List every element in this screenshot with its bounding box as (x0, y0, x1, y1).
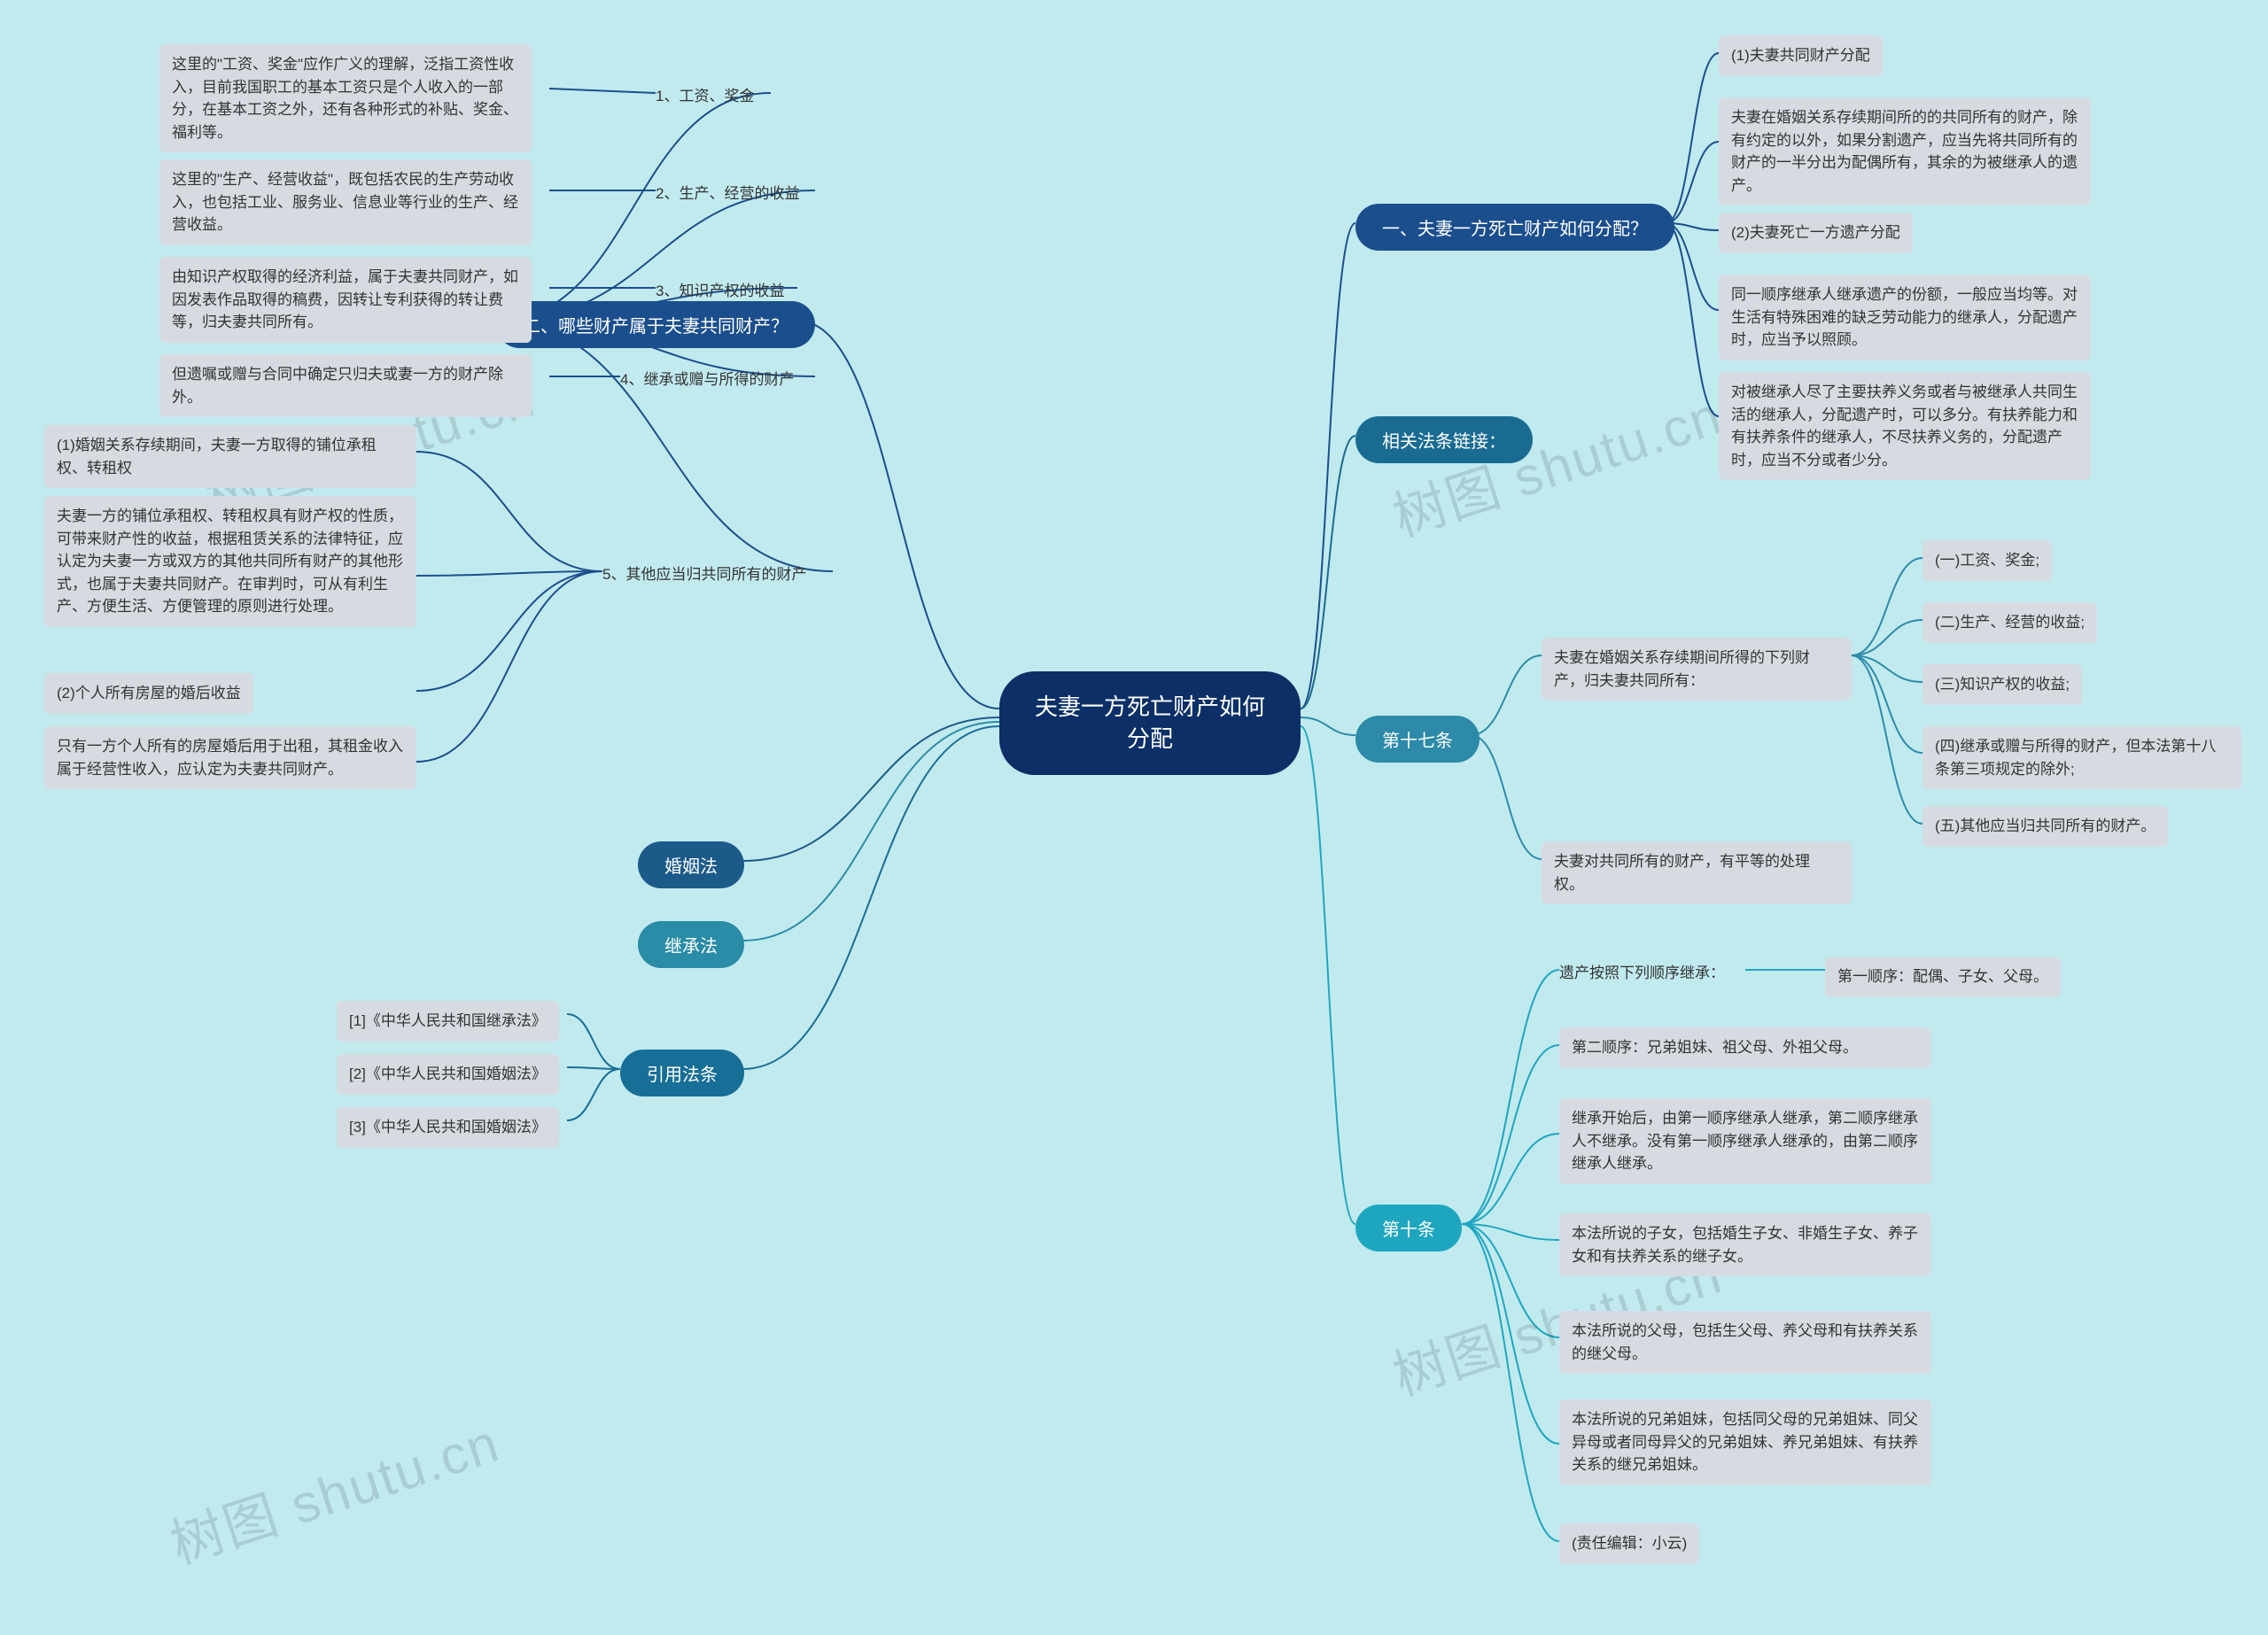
root-node: 夫妻一方死亡财产如何分配 (999, 671, 1301, 775)
leaf-b5e-3: 但遗嘱或赠与合同中确定只归夫或妻一方的财产除外。 (159, 354, 532, 417)
leaf-b4-0: 遗产按照下列顺序继承： (1559, 957, 1725, 986)
leaf-b4-6: 本法所说的兄弟姐妹，包括同父母的兄弟姐妹、同父异母或者同母异父的兄弟姐妹、养兄弟… (1559, 1399, 1931, 1485)
leaf-b4-3: 继承开始后，由第一顺序继承人继承，第二顺序继承人不继承。没有第一顺序继承人继承的… (1559, 1098, 1931, 1184)
leaf-b1-1: 夫妻在婚姻关系存续期间所的的共同所有的财产，除有约定的以外，如果分割遗产，应当先… (1719, 97, 2091, 205)
leaf-b3m-1: 夫妻对共同所有的财产，有平等的处理权。 (1542, 841, 1852, 904)
branch-b1: 一、夫妻一方死亡财产如何分配？ (1355, 204, 1674, 251)
leaf-b3-3: (四)继承或赠与所得的财产，但本法第十八条第三项规定的除外; (1922, 726, 2241, 789)
leaf-b3-4: (五)其他应当归共同所有的财产。 (1922, 806, 2168, 847)
leaf-b4-7: (责任编辑：小云) (1559, 1523, 1699, 1564)
leaf-b5e-1: 这里的"生产、经营收益"，既包括农民的生产劳动收入，也包括工业、服务业、信息业等… (159, 159, 532, 245)
leaf-b1-0: (1)夫妻共同财产分配 (1719, 35, 1883, 76)
branch-b8: 引用法条 (620, 1050, 744, 1096)
branch-b5: 二、哪些财产属于夫妻共同财产？ (496, 301, 815, 348)
leaf-b8-0: [1]《中华人民共和国继承法》 (337, 1001, 559, 1042)
branch-b2: 相关法条链接： (1355, 416, 1533, 463)
leaf-b4-1: 第一顺序：配偶、子女、父母。 (1825, 957, 2061, 997)
leaf-b3-1: (二)生产、经营的收益; (1922, 602, 2097, 643)
leaf-b1-4: 对被继承人尽了主要扶养义务或者与被继承人共同生活的继承人，分配遗产时，可以多分。… (1719, 372, 2091, 480)
leaf-b5-1: 2、生产、经营的收益 (656, 177, 799, 206)
leaf-b1-3: 同一顺序继承人继承遗产的份额，一般应当均等。对生活有特殊困难的缺乏劳动能力的继承… (1719, 275, 2091, 360)
leaf-b4-5: 本法所说的父母，包括生父母、养父母和有扶养关系的继父母。 (1559, 1311, 1931, 1374)
leaf-b5-0: 1、工资、奖金 (656, 80, 754, 109)
branch-b4: 第十条 (1355, 1205, 1462, 1251)
leaf-b4-4: 本法所说的子女，包括婚生子女、非婚生子女、养子女和有扶养关系的继子女。 (1559, 1213, 1931, 1276)
leaf-b5-2: 3、知识产权的收益 (656, 275, 784, 304)
leaf-b1-2: (2)夫妻死亡一方遗产分配 (1719, 213, 1913, 253)
leaf-b5e-4: (1)婚姻关系存续期间，夫妻一方取得的铺位承租权、转租权 (44, 425, 416, 488)
branch-b6: 婚姻法 (638, 841, 744, 888)
leaf-b5e-2: 由知识产权取得的经济利益，属于夫妻共同财产，如因发表作品取得的稿费，因转让专利获… (159, 257, 532, 343)
leaf-b5-3: 4、继承或赠与所得的财产 (620, 363, 794, 392)
branch-b7: 继承法 (638, 921, 744, 968)
branch-b3: 第十七条 (1355, 716, 1480, 763)
leaf-b5e-6: (2)个人所有房屋的婚后收益 (44, 673, 253, 714)
leaf-b4-2: 第二顺序：兄弟姐妹、祖父母、外祖父母。 (1559, 1027, 1931, 1068)
leaf-b3m-0: 夫妻在婚姻关系存续期间所得的下列财产，归夫妻共同所有： (1542, 638, 1852, 701)
leaf-b5e-5: 夫妻一方的铺位承租权、转租权具有财产权的性质，可带来财产性的收益，根据租赁关系的… (44, 496, 416, 627)
watermark: 树图 shutu.cn (159, 1400, 509, 1579)
leaf-b3-0: (一)工资、奖金; (1922, 540, 2052, 581)
leaf-b5e-0: 这里的"工资、奖金"应作广义的理解，泛指工资性收入，目前我国职工的基本工资只是个… (159, 44, 532, 152)
leaf-b3-2: (三)知识产权的收益; (1922, 664, 2082, 705)
leaf-b5-4: 5、其他应当归共同所有的财产 (602, 558, 806, 587)
leaf-b8-2: [3]《中华人民共和国婚姻法》 (337, 1107, 559, 1148)
leaf-b5e-7: 只有一方个人所有的房屋婚后用于出租，其租金收入属于经营性收入，应认定为夫妻共同财… (44, 726, 416, 789)
leaf-b8-1: [2]《中华人民共和国婚姻法》 (337, 1054, 559, 1095)
